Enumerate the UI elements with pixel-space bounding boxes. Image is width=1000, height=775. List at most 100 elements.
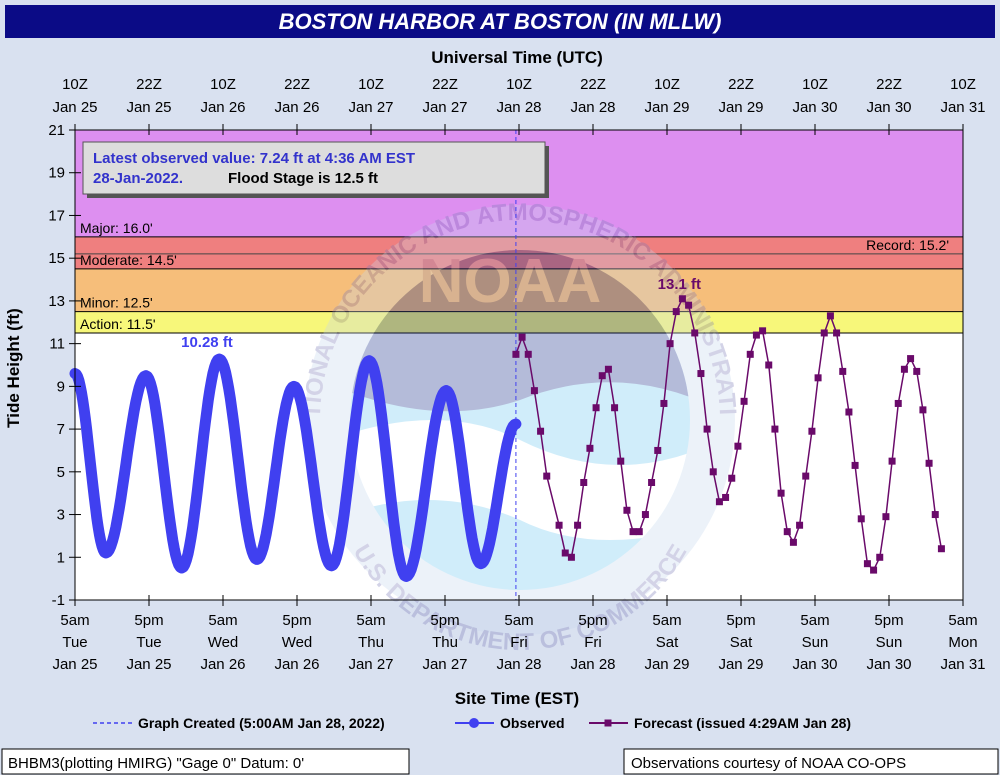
bottom-tick-day: Wed [282, 634, 313, 651]
bottom-tick-day: Sun [802, 634, 829, 651]
forecast-point [907, 355, 915, 363]
forecast-point [555, 521, 563, 529]
major-threshold-label: Major: 16.0' [80, 220, 153, 236]
forecast-point [783, 528, 791, 536]
forecast-point [845, 408, 853, 416]
bottom-tick-date: Jan 28 [570, 656, 615, 673]
y-tick-label: 21 [48, 122, 65, 139]
top-tick-hour: 22Z [136, 76, 162, 93]
logo-wordmark: NOAA [419, 247, 602, 316]
forecast-point [826, 312, 834, 320]
y-tick-label: 5 [57, 464, 65, 481]
bottom-tick-time: 5am [800, 612, 829, 629]
legend-observed-marker [469, 718, 479, 728]
y-tick-label: 3 [57, 507, 65, 524]
legend-observed-label: Observed [500, 715, 565, 731]
bottom-tick-time: 5am [356, 612, 385, 629]
forecast-point [635, 528, 643, 536]
forecast-point [543, 472, 551, 480]
moderate-threshold-label: Moderate: 14.5' [80, 252, 177, 268]
top-tick-date: Jan 31 [940, 99, 985, 116]
top-axis-title: Universal Time (UTC) [431, 48, 603, 67]
top-tick-date: Jan 27 [422, 99, 467, 116]
top-tick-hour: 10Z [506, 76, 532, 93]
forecast-point [641, 511, 649, 519]
forecast-point [678, 295, 686, 303]
forecast-point [611, 404, 619, 412]
forecast-point [888, 457, 896, 465]
legend: Graph Created (5:00AM Jan 28, 2022) Obse… [93, 715, 851, 731]
forecast-point [937, 545, 945, 553]
bottom-tick-day: Fri [584, 634, 602, 651]
top-tick-hour: 22Z [876, 76, 902, 93]
bottom-tick-time: 5pm [874, 612, 903, 629]
bottom-tick-day: Thu [358, 634, 384, 651]
forecast-point [913, 367, 921, 375]
forecast-point [530, 387, 538, 395]
forecast-point [851, 461, 859, 469]
bottom-tick-date: Jan 28 [496, 656, 541, 673]
top-tick-hour: 22Z [728, 76, 754, 93]
bottom-tick-time: 5pm [282, 612, 311, 629]
forecast-point [870, 566, 878, 574]
record-label: Record: 15.2' [866, 237, 949, 253]
bottom-tick-time: 5pm [726, 612, 755, 629]
bottom-tick-date: Jan 27 [348, 656, 393, 673]
top-tick-hour: 10Z [62, 76, 88, 93]
observed-series-line [69, 353, 522, 582]
bottom-tick-day: Mon [948, 634, 977, 651]
bottom-axis-title: Site Time (EST) [455, 689, 579, 708]
forecast-point [752, 331, 760, 339]
info-box-panel [82, 141, 546, 195]
top-tick-hour: 10Z [358, 76, 384, 93]
bottom-tick-date: Jan 29 [718, 656, 763, 673]
forecast-point [561, 549, 569, 557]
bottom-tick-time: 5pm [134, 612, 163, 629]
bottom-tick-date: Jan 30 [792, 656, 837, 673]
bottom-tick-date: Jan 26 [274, 656, 319, 673]
top-tick-hour: 10Z [950, 76, 976, 93]
forecast-point [524, 350, 532, 358]
top-tick-hour: 22Z [284, 76, 310, 93]
bottom-tick-day: Sun [876, 634, 903, 651]
forecast-point [863, 560, 871, 568]
top-tick-date: Jan 26 [200, 99, 245, 116]
forecast-point [833, 329, 841, 337]
forecast-point [876, 553, 884, 561]
forecast-point [820, 329, 828, 337]
y-tick-label: 17 [48, 207, 65, 224]
top-tick-date: Jan 29 [644, 99, 689, 116]
forecast-point [894, 399, 902, 407]
top-tick-date: Jan 30 [866, 99, 911, 116]
forecast-point [598, 372, 606, 380]
forecast-point [765, 361, 773, 369]
top-tick-hour: 10Z [802, 76, 828, 93]
bottom-tick-date: Jan 27 [422, 656, 467, 673]
forecast-point [715, 498, 723, 506]
y-tick-label: 13 [48, 293, 65, 310]
bottom-tick-date: Jan 25 [126, 656, 171, 673]
footer-right-text: Observations courtesy of NOAA CO-OPS [631, 755, 906, 772]
bottom-tick-time: 5am [948, 612, 977, 629]
forecast-point [777, 489, 785, 497]
forecast-point [685, 301, 693, 309]
top-tick-hour: 10Z [654, 76, 680, 93]
legend-forecast-marker [604, 719, 612, 727]
peak-annotation: 10.28 ft [181, 334, 233, 351]
forecast-point [604, 365, 612, 373]
footer-right: Observations courtesy of NOAA CO-OPS [623, 748, 999, 775]
top-tick-hour: 22Z [432, 76, 458, 93]
top-tick-date: Jan 27 [348, 99, 393, 116]
footer-left-text: BHBM3(plotting HMIRG) "Gage 0" Datum: 0' [8, 755, 304, 772]
forecast-point [759, 327, 767, 335]
top-tick-date: Jan 28 [570, 99, 615, 116]
bottom-tick-date: Jan 31 [940, 656, 985, 673]
forecast-point [857, 515, 865, 523]
bottom-tick-time: 5pm [430, 612, 459, 629]
y-tick-label: 19 [48, 165, 65, 182]
info-flood-stage: Flood Stage is 12.5 ft [228, 170, 378, 187]
bottom-tick-date: Jan 26 [200, 656, 245, 673]
forecast-point [709, 468, 717, 476]
forecast-point [623, 506, 631, 514]
info-box: Latest observed value: 7.24 ft at 4:36 A… [82, 141, 549, 198]
